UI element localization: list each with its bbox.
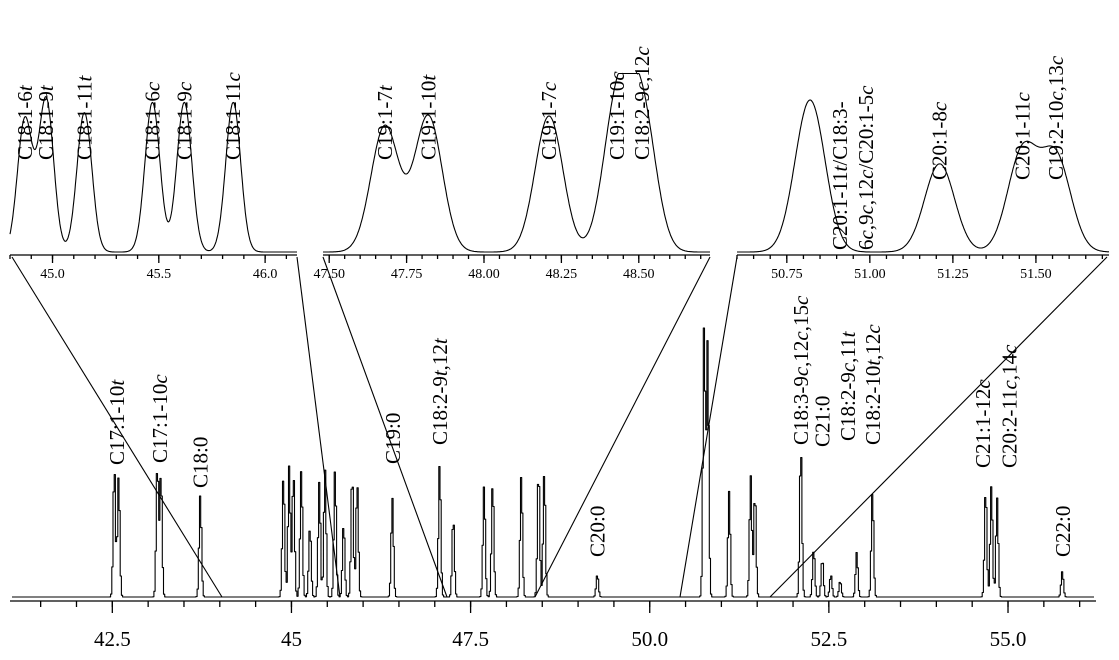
inset-peak-label: C20:1-8c [928,101,952,180]
peak-label: C18:0 [189,437,213,488]
main-chromatogram: 42.5 45 47.5 50.0 52.5 55.0 C17:1-10t C17:1-10c… [10,295,1096,651]
peak-label: C21:0 [811,396,835,447]
inset-peak-label: C18:1-6c [140,81,164,160]
main-trace [12,327,1094,598]
inset-x-tick-label: 51.00 [854,267,886,282]
peak-label: C21:1-12c [971,379,995,468]
inset-peak-label: C19:1-10t [416,74,440,160]
inset-trace [9,96,297,253]
inset-trace [737,99,1109,253]
inset-peak-label: C19:1-7t [373,84,397,160]
inset-x-tick-label: 45.5 [147,267,172,282]
inset-peak-label: C18:1-9c [172,81,196,160]
inset-peak-label: C19:2-10c,13c [1044,55,1068,180]
zoom-connector [534,256,711,598]
inset-peak-label: C20:1-11c [1011,91,1035,180]
zoom-connector [679,256,738,598]
inset-x-tick-label: 48.00 [468,267,500,282]
main-x-tick-label: 50.0 [631,627,668,651]
peak-label: C18:2-9t,12t [428,337,452,445]
inset-x-tick-label: 45.0 [40,267,65,282]
zoom-connector [296,256,341,598]
inset-x-tick-label: 51.50 [1020,267,1052,282]
inset-peak-label: C18:1-6t [13,84,37,160]
inset-peak-label: C20:1-11t/C18:3- [828,101,852,250]
peak-label: C20:0 [586,506,610,557]
peak-label: C19:0 [381,413,405,464]
peak-label: C20:2-11c,14c [998,344,1022,468]
zoom-connector-lines [11,256,1108,598]
inset-peak-label: C19:1-10c [605,71,629,160]
peak-label: C18:2-10t,12c [861,324,885,445]
main-x-tick-label: 52.5 [810,627,847,651]
inset-x-tick-label: 48.50 [623,267,655,282]
inset-peak-label: C18:1-11c [221,71,245,160]
inset-peak-label: C18:2-9c,12c [630,46,654,160]
inset-peak-label: C18:1-11t [72,74,96,160]
zoom-connector [11,256,223,598]
peak-label: C17:1-10c [148,374,172,463]
peak-label: C18:3-9c,12c,15c [789,295,813,445]
inset-trace [323,72,710,253]
peak-label: C22:0 [1051,506,1075,557]
inset-x-tick-label: 47.75 [391,267,423,282]
inset-x-tick-label: 51.25 [937,267,969,282]
zoom-connector [769,256,1108,598]
main-x-tick-label: 45 [281,627,302,651]
inset-x-tick-label: 46.0 [253,267,278,282]
inset-x-tick-label: 48.25 [546,267,578,282]
inset-x-tick-label: 50.75 [771,267,803,282]
main-x-tick-label: 47.5 [452,627,489,651]
main-x-tick-label: 42.5 [94,627,131,651]
inset-peak-label: C19:1-7c [537,81,561,160]
peak-label: C18:2-9c,11t [836,330,860,441]
peak-label: C17:1-10t [105,379,129,465]
main-x-tick-label: 55.0 [990,627,1027,651]
inset-peak-label: C18:1-9t [34,84,58,160]
zoom-connector [322,256,448,598]
inset-chromatogram-c20-1: 50.75 51.00 51.25 51.50 C20:1-11t/C18:3-6c,9… [736,55,1109,282]
inset-peak-label: 6c,9c,12c/C20:1-5c [854,85,878,250]
